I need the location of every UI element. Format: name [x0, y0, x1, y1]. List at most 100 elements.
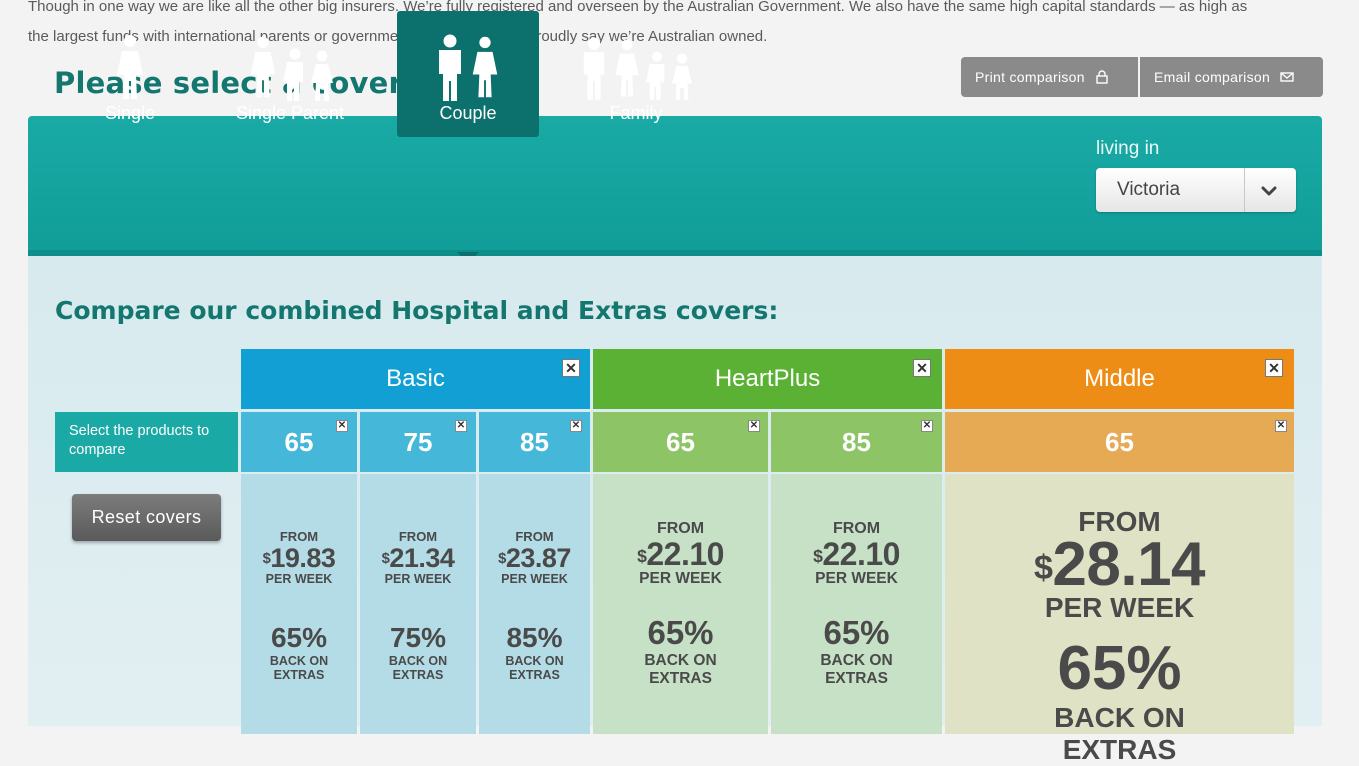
currency-symbol: $: [813, 545, 823, 566]
price: $21.34: [360, 544, 476, 572]
product-level: 85: [842, 426, 871, 457]
back-on-label: BACK ON: [388, 654, 448, 668]
price-value: 19.83: [270, 543, 336, 573]
cover-option-label: Family: [609, 103, 663, 123]
extras-percentage: 65%: [647, 614, 714, 651]
single-person-icon: [60, 31, 200, 101]
from-label: FROM: [656, 520, 705, 537]
currency-symbol: $: [498, 551, 506, 568]
per-week-label: PER WEEK: [639, 570, 722, 587]
product-level: 65: [1105, 426, 1134, 457]
remove-heartplus-close-icon[interactable]: ✕: [913, 359, 931, 377]
currency-symbol: $: [637, 545, 647, 566]
remove-product-close-icon[interactable]: ✕: [455, 420, 467, 432]
price: $22.10: [593, 538, 768, 570]
product-card-heartplus-85[interactable]: FROM $22.10 PER WEEK 65% BACK ON EXTRAS: [771, 474, 942, 734]
product-card-basic-85[interactable]: FROM $23.87 PER WEEK 85% BACK ON EXTRAS: [479, 474, 590, 734]
from-label: FROM: [398, 529, 438, 544]
extras-label: EXTRAS: [649, 669, 712, 687]
back-on-label: BACK ON: [269, 654, 329, 668]
cover-bar-stripe: [28, 250, 1322, 256]
product-header-heartplus-65[interactable]: 65 ✕: [593, 412, 768, 472]
price-value: 23.87: [505, 543, 572, 573]
product-card-heartplus-65[interactable]: FROM $22.10 PER WEEK 65% BACK ON EXTRAS: [593, 474, 768, 734]
per-week-label: PER WEEK: [265, 572, 333, 586]
product-card-basic-65[interactable]: FROM $19.83 PER WEEK 65% BACK ON EXTRAS: [241, 474, 357, 734]
product-card-middle-65[interactable]: FROM $28.14 PER WEEK 65% BACK ON EXTRAS: [945, 474, 1294, 765]
per-week-label: PER WEEK: [384, 572, 452, 586]
cover-option-family[interactable]: Family: [565, 11, 707, 137]
product-level: 65: [666, 426, 695, 457]
group-name: Basic: [386, 365, 445, 392]
from-label: FROM: [1078, 506, 1161, 537]
extras-label: EXTRAS: [273, 668, 325, 683]
currency-symbol: $: [262, 551, 271, 568]
back-on-label: BACK ON: [1054, 702, 1185, 733]
reset-covers-button[interactable]: Reset covers: [72, 494, 221, 541]
cover-option-couple[interactable]: Couple: [397, 11, 539, 137]
back-on-label: BACK ON: [644, 652, 717, 669]
envelope-icon: [1280, 72, 1294, 82]
group-header-heartplus: HeartPlus ✕: [593, 349, 942, 409]
product-header-basic-75[interactable]: 75 ✕: [360, 412, 476, 472]
extras-percentage: 75%: [389, 622, 447, 653]
print-comparison-button[interactable]: Print comparison: [961, 57, 1138, 97]
extras-label: EXTRAS: [825, 669, 888, 687]
price-value: 22.10: [646, 536, 724, 572]
product-header-basic-65[interactable]: 65 ✕: [241, 412, 357, 472]
extras-percentage: 65%: [270, 622, 328, 653]
extras-label: EXTRAS: [392, 668, 444, 683]
product-level: 65: [284, 426, 314, 457]
price-value: 21.34: [389, 543, 455, 573]
extras-label: EXTRAS: [509, 668, 560, 683]
from-label: FROM: [515, 529, 554, 544]
state-select-value: Victoria: [1117, 179, 1181, 200]
remove-product-close-icon[interactable]: ✕: [336, 420, 348, 432]
group-header-middle: Middle ✕: [945, 349, 1294, 409]
per-week-label: PER WEEK: [815, 570, 898, 587]
cover-option-label: Single: [104, 103, 156, 123]
family-icon: [565, 31, 707, 101]
product-header-basic-85[interactable]: 85 ✕: [479, 412, 590, 472]
product-header-heartplus-85[interactable]: 85 ✕: [771, 412, 942, 472]
state-select[interactable]: Victoria: [1096, 168, 1296, 212]
remove-product-close-icon[interactable]: ✕: [748, 420, 760, 432]
group-header-basic: Basic ✕: [241, 349, 590, 409]
remove-basic-close-icon[interactable]: ✕: [562, 359, 580, 377]
price-value: 28.14: [1052, 530, 1206, 599]
from-label: FROM: [279, 529, 319, 544]
back-on-label: BACK ON: [505, 654, 564, 668]
living-in-label: living in: [1096, 138, 1160, 159]
remove-product-close-icon[interactable]: ✕: [570, 420, 582, 432]
price-value: 22.10: [822, 536, 900, 572]
select-products-label: Select the products to compare: [55, 412, 238, 472]
cover-option-single[interactable]: Single: [60, 11, 200, 137]
extras-percentage: 85%: [506, 622, 563, 653]
currency-symbol: $: [381, 551, 390, 568]
per-week-label: PER WEEK: [1044, 592, 1195, 623]
product-header-middle-65[interactable]: 65 ✕: [945, 412, 1294, 472]
remove-product-close-icon[interactable]: ✕: [921, 420, 933, 432]
email-comparison-label: Email comparison: [1154, 69, 1271, 85]
remove-middle-close-icon[interactable]: ✕: [1265, 359, 1283, 377]
cover-option-label: Couple: [439, 103, 497, 123]
intro-line-1: Though in one way we are like all the ot…: [28, 0, 1248, 15]
extras-label: EXTRAS: [1062, 734, 1177, 766]
per-week-label: PER WEEK: [501, 572, 568, 586]
single-parent-icon: [220, 31, 360, 101]
compare-heading: Compare our combined Hospital and Extras…: [55, 296, 779, 325]
couple-icon: [397, 31, 539, 101]
price: $19.83: [241, 544, 357, 572]
price: $28.14: [945, 534, 1294, 596]
cover-option-label: Single Parent: [235, 103, 345, 123]
chevron-down-icon[interactable]: [1259, 181, 1279, 201]
product-card-basic-75[interactable]: FROM $21.34 PER WEEK 75% BACK ON EXTRAS: [360, 474, 476, 734]
select-divider: [1244, 168, 1245, 212]
comparison-actions: Print comparison Email comparison: [961, 57, 1323, 97]
product-level: 85: [520, 426, 549, 457]
print-comparison-label: Print comparison: [975, 69, 1085, 85]
remove-product-close-icon[interactable]: ✕: [1275, 420, 1287, 432]
cover-option-single-parent[interactable]: Single Parent: [220, 11, 360, 137]
email-comparison-button[interactable]: Email comparison: [1140, 57, 1323, 97]
from-label: FROM: [832, 520, 881, 537]
